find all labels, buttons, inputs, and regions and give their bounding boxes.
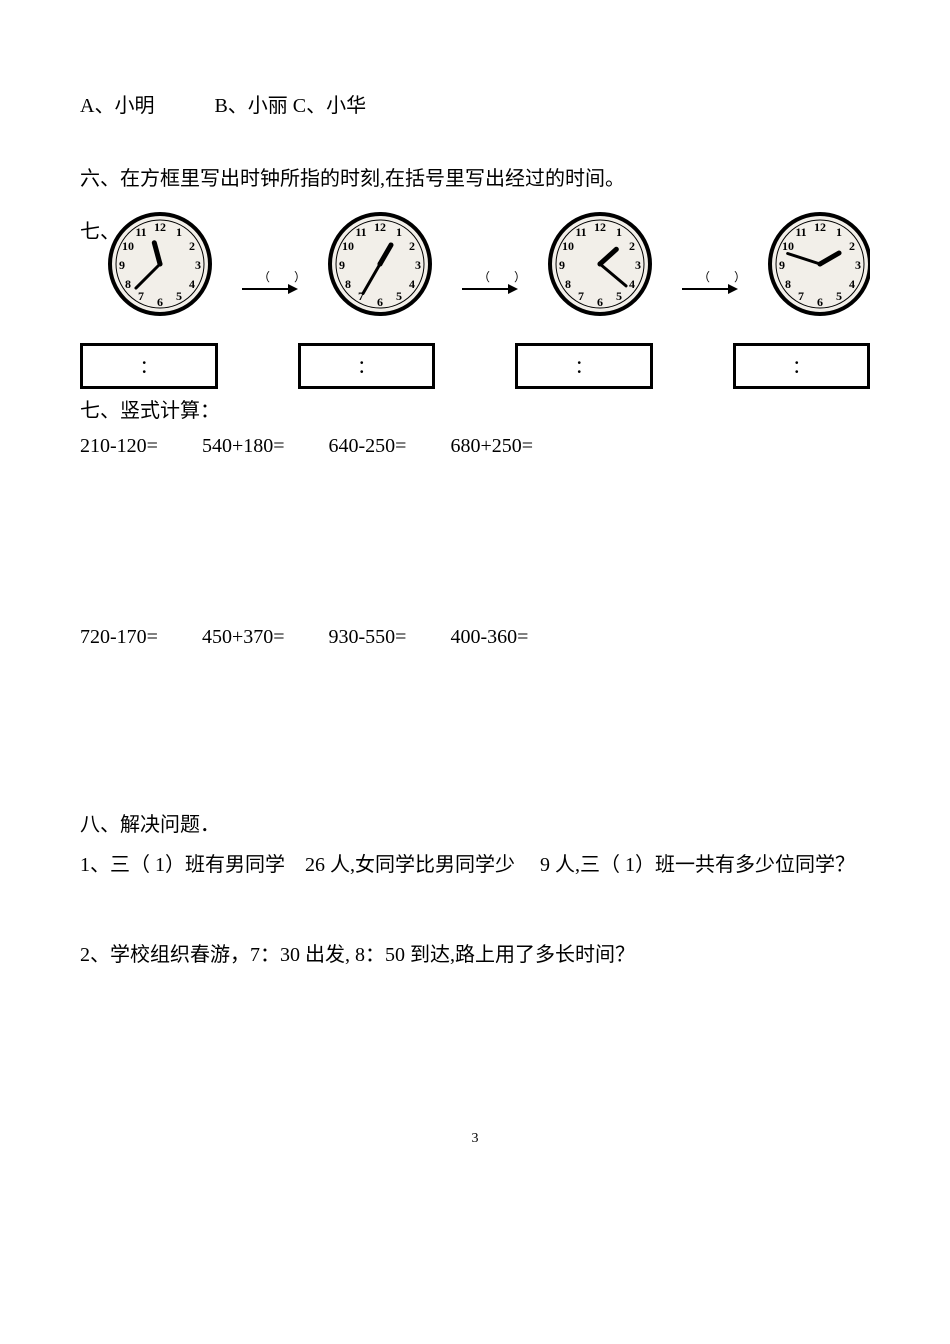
time-box-4: ：: [733, 343, 871, 389]
svg-text:4: 4: [629, 277, 635, 291]
svg-text:（ ）: （ ）: [478, 271, 520, 284]
svg-text:10: 10: [782, 239, 794, 253]
svg-text:1: 1: [616, 225, 622, 239]
time-box-3: ：: [515, 343, 653, 389]
svg-text:3: 3: [415, 258, 421, 272]
svg-text:11: 11: [355, 225, 366, 239]
time-boxes-row: ： ： ： ：: [80, 343, 870, 389]
svg-text:9: 9: [779, 258, 785, 272]
question-1: 1、三（ 1）班有男同学 26 人,女同学比男同学少 9 人,三（ 1）班一共有…: [80, 849, 870, 881]
clock-2: 12 1 2 3 4 5 6 7 8 9 10 11: [300, 209, 460, 319]
svg-text:（ ）: （ ）: [698, 271, 740, 284]
calc-1: 210-120=: [80, 435, 158, 458]
svg-text:12: 12: [594, 220, 606, 234]
svg-text:8: 8: [345, 277, 351, 291]
calc-7: 930-550=: [329, 626, 407, 649]
svg-text:4: 4: [189, 277, 195, 291]
svg-text:11: 11: [575, 225, 586, 239]
question-2: 2、学校组织春游，7：30 出发, 8：50 到达,路上用了多长时间？: [80, 939, 870, 971]
calc-5: 720-170=: [80, 626, 158, 649]
calc-3: 640-250=: [329, 435, 407, 458]
svg-text:3: 3: [855, 258, 861, 272]
svg-text:3: 3: [635, 258, 641, 272]
svg-text:6: 6: [377, 295, 383, 309]
svg-text:6: 6: [157, 295, 163, 309]
svg-text:2: 2: [409, 239, 415, 253]
svg-text:7: 7: [578, 289, 584, 303]
section6-overlap-label: 七、: [80, 215, 120, 244]
svg-text:4: 4: [409, 277, 415, 291]
svg-text:1: 1: [836, 225, 842, 239]
section6-heading: 六、在方框里写出时钟所指的时刻,在括号里写出经过的时间。: [80, 162, 870, 191]
svg-text:10: 10: [342, 239, 354, 253]
svg-text:4: 4: [849, 277, 855, 291]
choices-line: A、小明 B、小丽 C、小华: [80, 90, 870, 122]
svg-text:2: 2: [189, 239, 195, 253]
svg-text:1: 1: [176, 225, 182, 239]
svg-text:2: 2: [849, 239, 855, 253]
arrow-gap-3: （ ）: [680, 209, 740, 319]
svg-text:5: 5: [176, 289, 182, 303]
calc-2: 540+180=: [202, 435, 285, 458]
svg-text:8: 8: [785, 277, 791, 291]
svg-text:8: 8: [125, 277, 131, 291]
svg-text:12: 12: [154, 220, 166, 234]
svg-text:12: 12: [814, 220, 826, 234]
section7-heading: 七、竖式计算：: [80, 395, 870, 427]
svg-text:12: 12: [374, 220, 386, 234]
time-box-2: ：: [298, 343, 436, 389]
svg-text:8: 8: [565, 277, 571, 291]
arrow-gap-2: （ ）: [460, 209, 520, 319]
svg-text:9: 9: [339, 258, 345, 272]
svg-text:6: 6: [817, 295, 823, 309]
calc-row-2: 720-170= 450+370= 930-550= 400-360=: [80, 626, 870, 649]
svg-text:6: 6: [597, 295, 603, 309]
svg-text:10: 10: [122, 239, 134, 253]
time-box-1: ：: [80, 343, 218, 389]
svg-text:2: 2: [629, 239, 635, 253]
svg-text:7: 7: [138, 289, 144, 303]
svg-text:10: 10: [562, 239, 574, 253]
svg-text:1: 1: [396, 225, 402, 239]
clock-row: 12 1 2 3 4 5 6 7 8 9 10 11: [80, 209, 870, 319]
svg-text:3: 3: [195, 258, 201, 272]
svg-text:9: 9: [119, 258, 125, 272]
clock-4: 12 1 2 3 4 5 6 7 8 9 10 11: [740, 209, 870, 319]
svg-text:5: 5: [616, 289, 622, 303]
svg-text:11: 11: [795, 225, 806, 239]
arrow-gap-1: （ ）: [240, 209, 300, 319]
section8-heading: 八、解决问题．: [80, 809, 870, 841]
svg-text:5: 5: [396, 289, 402, 303]
clock-3: 12 1 2 3 4 5 6 7 8 9 10 11: [520, 209, 680, 319]
svg-text:11: 11: [135, 225, 146, 239]
svg-text:5: 5: [836, 289, 842, 303]
paren-label-1: （ ）: [258, 271, 300, 284]
calc-6: 450+370=: [202, 626, 285, 649]
svg-text:7: 7: [798, 289, 804, 303]
calc-row-1: 210-120= 540+180= 640-250= 680+250=: [80, 435, 870, 458]
calc-4: 680+250=: [450, 435, 533, 458]
svg-text:9: 9: [559, 258, 565, 272]
calc-8: 400-360=: [450, 626, 528, 649]
page-number: 3: [80, 1131, 870, 1147]
